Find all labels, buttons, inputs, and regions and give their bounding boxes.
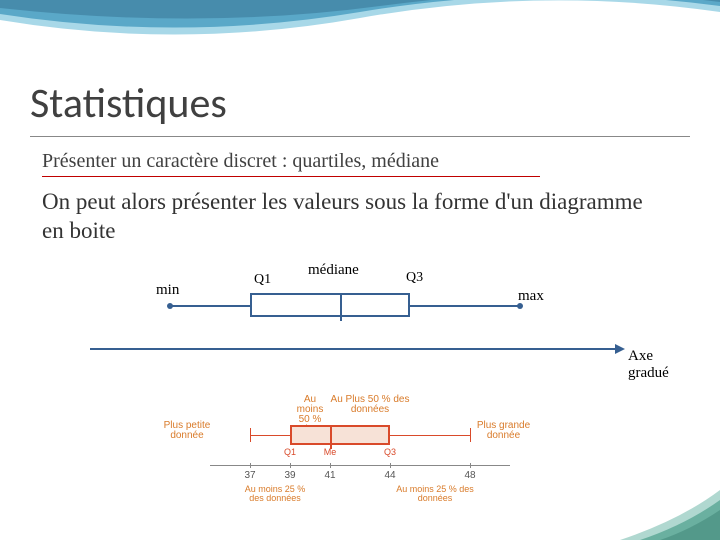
label-q1: Q1 [254,272,271,288]
label-max: max [518,288,544,305]
title-underline [30,136,690,137]
axis-line [90,348,615,350]
body-text: On peut alors présenter les valeurs sous… [42,188,662,246]
box-iqr [250,293,410,317]
whisker-left [170,305,250,307]
subtitle: Présenter un caractère discret : quartil… [42,150,439,173]
axis-arrow-icon [615,344,625,354]
reference-figure: Au moins 50 % des donnéesAu Plus 50 % de… [170,395,550,525]
label-q3: Q3 [406,270,423,286]
subtitle-underline [42,176,540,177]
page-title: Statistiques [30,78,227,129]
label-min: min [156,282,179,299]
dot-max [517,303,523,309]
body-span: On peut alors présenter les valeurs sous… [42,189,643,243]
corner-decoration [600,480,720,540]
label-median: médiane [308,262,359,279]
median-line [340,293,342,321]
dot-min [167,303,173,309]
subtitle-text: Présenter un caractère discret : quartil… [42,150,439,172]
boxplot-diagram: médiane Q1 Q3 min max [90,260,650,360]
axis-label: Axegradué [628,348,669,381]
wave-decoration [0,0,720,60]
title-text: Statistiques [30,78,227,129]
whisker-right [410,305,520,307]
